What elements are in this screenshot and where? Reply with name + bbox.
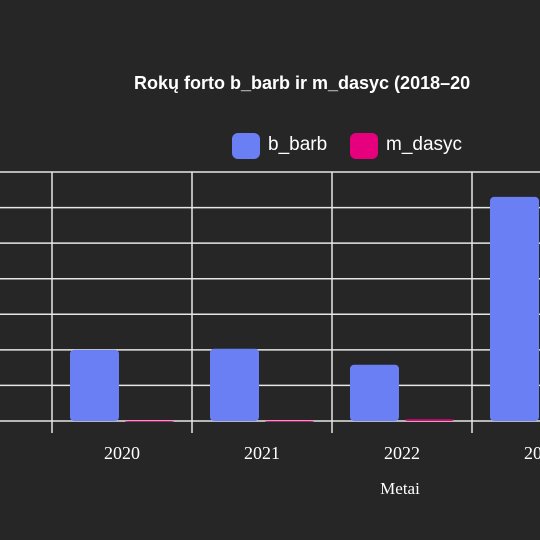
bar xyxy=(490,196,539,421)
chart-title: Rokų forto b_barb ir m_dasyc (2018–20 xyxy=(134,73,470,93)
x-tick-label: 2021 xyxy=(244,443,280,463)
bar xyxy=(265,421,314,422)
legend-swatch xyxy=(350,133,378,159)
legend-label: m_dasyc xyxy=(386,134,462,155)
bar xyxy=(350,364,399,421)
bar xyxy=(70,349,119,421)
x-tick-label: 2022 xyxy=(384,443,420,463)
x-tick-label: 2020 xyxy=(104,443,140,463)
bar xyxy=(405,419,454,421)
x-tick-label: 2023 xyxy=(524,443,540,463)
legend-label: b_barb xyxy=(268,134,327,155)
x-axis-label: Metai xyxy=(380,479,420,498)
bar xyxy=(125,421,174,422)
bar xyxy=(210,348,259,421)
legend-swatch xyxy=(232,133,260,159)
